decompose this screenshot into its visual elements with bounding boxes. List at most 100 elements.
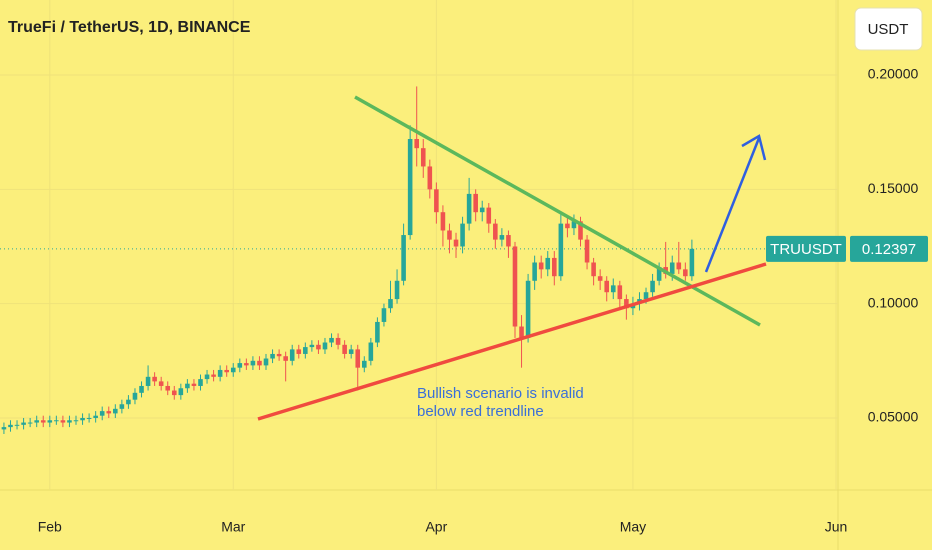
candle-body — [538, 262, 544, 270]
candle-body — [145, 376, 151, 386]
x-tick-label: Jun — [825, 519, 848, 535]
candle-body — [460, 223, 465, 247]
y-tick-label: 0.05000 — [868, 409, 919, 425]
candle-body — [34, 420, 39, 423]
candle-body — [309, 344, 315, 348]
candle-body — [361, 360, 367, 368]
candle-body — [669, 262, 675, 274]
symbol-label: TRUUSDT — [770, 241, 842, 258]
annotation: Bullish scenario is invalid — [417, 385, 584, 402]
currency-button[interactable] — [854, 7, 923, 51]
candle-body — [40, 420, 46, 423]
candle-body — [171, 390, 177, 396]
candle-body — [466, 193, 472, 224]
candle-body — [303, 347, 308, 354]
candle-body — [676, 262, 682, 270]
candle-body — [316, 344, 321, 350]
x-tick-label: Feb — [38, 519, 62, 535]
candle-body — [158, 381, 164, 386]
candle-body — [322, 342, 328, 350]
price-label: 0.12397 — [862, 241, 916, 258]
candle-body — [656, 267, 662, 281]
candle-body — [60, 420, 66, 423]
candle-body — [532, 262, 537, 281]
candle-body — [368, 342, 374, 361]
y-tick-label: 0.10000 — [868, 294, 919, 310]
candle-body — [250, 360, 256, 366]
candles — [1, 86, 695, 434]
candle-body — [394, 280, 400, 300]
candle-body — [434, 189, 439, 213]
candle-body — [624, 299, 629, 309]
candle-body — [27, 422, 33, 424]
candle-body — [519, 326, 524, 338]
candle-body — [99, 411, 105, 416]
annotation: below red trendline — [417, 403, 544, 420]
candle-body — [420, 148, 426, 167]
candle-body — [473, 193, 478, 213]
candle-body — [381, 308, 387, 322]
candle-body — [584, 239, 590, 263]
candle-body — [650, 280, 655, 293]
candle-body — [342, 344, 347, 354]
candle-body — [211, 374, 216, 377]
candle-body — [440, 212, 446, 231]
candle-body — [414, 139, 419, 149]
candle-body — [296, 349, 302, 354]
candle-body — [558, 223, 564, 277]
candle-body — [453, 239, 459, 247]
candle-body — [119, 404, 125, 409]
candle-body — [355, 349, 361, 368]
y-tick-label: 0.20000 — [868, 66, 919, 82]
candle-body — [139, 385, 144, 393]
x-tick-label: Mar — [221, 519, 245, 535]
candle-body — [591, 262, 596, 277]
candle-body — [388, 299, 393, 309]
chart-title: TrueFi / TetherUS, 1D, BINANCE — [8, 19, 251, 36]
candle-body — [617, 285, 623, 300]
candle-body — [270, 353, 275, 359]
red-trendline — [257, 262, 767, 421]
candle-body — [545, 257, 551, 270]
candle-body — [165, 385, 171, 391]
candle-body — [93, 415, 98, 418]
candle-body — [224, 369, 229, 373]
candle-body — [21, 422, 26, 425]
candle-body — [407, 139, 413, 236]
currency-button-label[interactable]: USDT — [868, 21, 909, 38]
candle-body — [257, 360, 262, 366]
candle-body — [132, 392, 138, 400]
candle-body — [283, 356, 288, 361]
candle-body — [237, 363, 243, 368]
x-tick-label: Apr — [425, 519, 447, 535]
candle-body — [289, 349, 295, 361]
candle-body — [525, 280, 531, 338]
candle-body — [493, 223, 498, 240]
blue-arrow — [704, 134, 767, 273]
candle-body — [689, 248, 695, 277]
candle-body — [73, 420, 79, 422]
candle-body — [401, 235, 406, 281]
candle-body — [683, 269, 688, 277]
candle-body — [506, 235, 511, 247]
candle-body — [565, 223, 570, 229]
candle-body — [185, 383, 190, 389]
candle-body — [106, 411, 112, 414]
candle-body — [375, 321, 380, 343]
candle-body — [571, 221, 577, 229]
candle-body — [512, 246, 518, 327]
candle-body — [499, 235, 505, 240]
candle-body — [198, 379, 203, 386]
candle-body — [578, 221, 583, 240]
candle-body — [47, 420, 53, 423]
candle-body — [244, 363, 249, 366]
candle-body — [552, 257, 557, 277]
candle-body — [113, 408, 118, 414]
candle-body — [54, 420, 59, 422]
candle-body — [447, 230, 452, 240]
candle-body — [178, 388, 184, 396]
symbol-badge — [766, 235, 846, 262]
candle-body — [597, 276, 603, 281]
